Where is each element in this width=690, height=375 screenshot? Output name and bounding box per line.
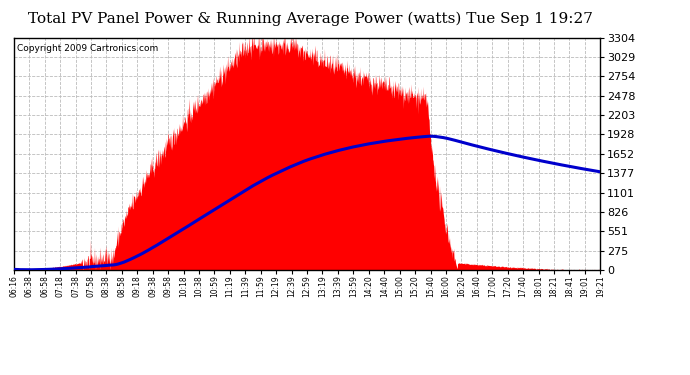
Text: Copyright 2009 Cartronics.com: Copyright 2009 Cartronics.com [17, 45, 158, 54]
Text: Total PV Panel Power & Running Average Power (watts) Tue Sep 1 19:27: Total PV Panel Power & Running Average P… [28, 11, 593, 26]
